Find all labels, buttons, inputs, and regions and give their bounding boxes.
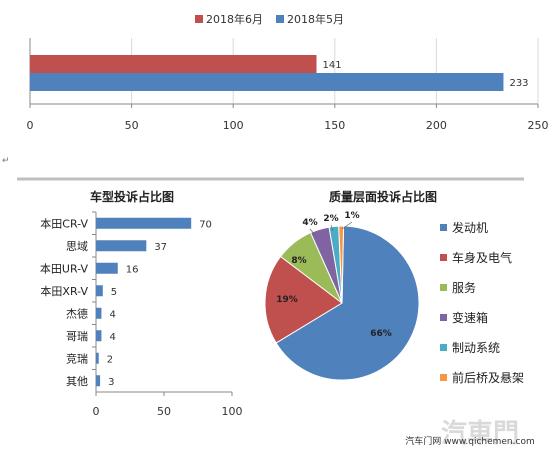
pie-slice: [275, 225, 420, 381]
return-mark: ↵: [2, 156, 10, 166]
x-tick-label: 50: [125, 119, 139, 132]
legend-swatch: [440, 374, 447, 381]
legend-label: 车身及电气: [452, 250, 512, 265]
category-label: 杰德: [66, 306, 88, 320]
top-bar-chart: 0 50 100 150 200 250 141 233: [27, 38, 549, 132]
x-tick-label: 100: [223, 119, 244, 132]
legend-swatch-may: [276, 15, 284, 23]
pie-pct-label: 19%: [276, 295, 298, 305]
x-tick-label: 200: [426, 119, 447, 132]
legend-swatch: [440, 224, 447, 231]
bar: [96, 375, 101, 387]
bar-data-label: 141: [323, 60, 342, 71]
bar: [96, 330, 102, 342]
category-label: 竞瑞: [66, 351, 88, 365]
bar: [96, 285, 103, 297]
pie-pct-label: 66%: [370, 329, 392, 339]
x-tick-label: 100: [222, 405, 243, 418]
bar-value-label: 4: [109, 332, 115, 343]
bar: [96, 307, 102, 319]
quality-complaint-pie-chart: 66% 19% 8% 4% 2% 1%: [264, 211, 420, 381]
legend-swatch: [440, 284, 447, 291]
leader-line: [330, 224, 334, 232]
bar-value-label: 37: [154, 242, 167, 253]
category-label: 哥瑞: [66, 329, 88, 343]
legend-label: 制动系统: [452, 341, 500, 355]
bar-value-label: 16: [126, 264, 139, 275]
category-label: 其他: [66, 375, 88, 388]
top-chart-legend: 2018年6月 2018年5月: [195, 12, 344, 26]
bar: [96, 240, 147, 252]
bar-data-label: 233: [509, 78, 528, 89]
bar-june: [30, 55, 317, 73]
bar-value-label: 2: [107, 354, 113, 365]
legend-label: 发动机: [452, 220, 488, 235]
legend-swatch: [440, 344, 447, 351]
x-tick-label: 0: [27, 119, 34, 132]
bar: [96, 262, 118, 274]
legend-swatch-june: [195, 15, 203, 23]
legend-swatch: [440, 254, 447, 261]
category-label: 思域: [66, 240, 88, 253]
model-complaint-bar-chart: 0 50 100 本田CR-V 70 思域 37 本田UR-V 16 本田XR-V 5 杰德 4 哥瑞 4 竞…: [40, 211, 243, 418]
pie-pct-label: 8%: [291, 256, 306, 266]
leader-line: [341, 221, 353, 230]
legend-label: 服务: [452, 280, 476, 295]
bar: [96, 217, 192, 229]
watermark-logo: 汽車門: [441, 419, 519, 449]
bar-value-label: 4: [109, 309, 115, 320]
category-label: 本田UR-V: [40, 261, 89, 275]
legend-label: 变速箱: [452, 310, 488, 325]
pie-slice: [338, 225, 345, 304]
legend-label: 前后桥及悬架: [452, 370, 524, 385]
pie-slice: [264, 255, 343, 344]
right-chart-title: 质量层面投诉占比图: [329, 189, 437, 204]
x-tick-label: 150: [324, 119, 345, 132]
category-label: 本田XR-V: [40, 284, 88, 298]
x-tick-label: 50: [157, 405, 171, 418]
pie-pct-label: 1%: [344, 211, 359, 221]
bar: [96, 352, 99, 364]
legend-label-june: 2018年6月: [206, 12, 263, 26]
bar-may: [30, 73, 504, 91]
leader-line: [309, 228, 317, 237]
category-label: 本田CR-V: [40, 216, 88, 230]
bar-value-label: 5: [111, 287, 117, 298]
bar-value-label: 3: [108, 377, 114, 388]
pie-pct-label: 4%: [302, 218, 317, 228]
legend-label-may: 2018年5月: [287, 12, 344, 26]
pie-pct-label: 2%: [323, 214, 338, 224]
left-chart-title: 车型投诉占比图: [90, 189, 174, 204]
x-tick-label: 0: [93, 405, 100, 418]
legend-swatch: [440, 314, 447, 321]
source-text: 汽车门网 www.qichemen.com: [405, 435, 534, 447]
x-tick-label: 250: [528, 119, 549, 132]
bar-value-label: 70: [199, 219, 212, 230]
